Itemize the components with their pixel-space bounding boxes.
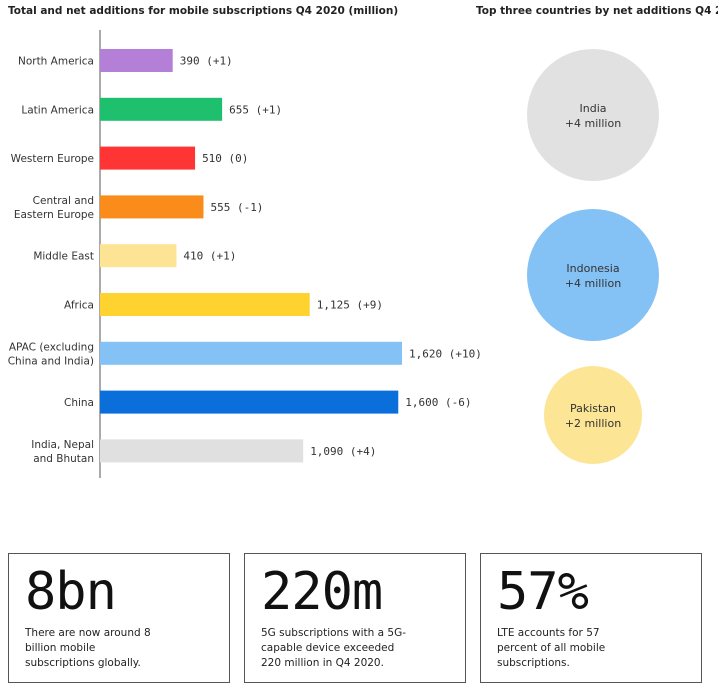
subscriptions-bar-chart: North America 390 (+1) Latin America 655 (+… xyxy=(8,30,482,478)
stat-box-subscriptions: 8bn There are now around 8 billion mobil… xyxy=(8,553,230,683)
top-countries-bubbles: India +4 million Indonesia +4 million Pakist… xyxy=(527,49,659,465)
category-label: North America xyxy=(18,56,94,68)
value-label: 410 (+1) xyxy=(183,250,236,263)
bar xyxy=(100,49,173,72)
country-value: +2 million xyxy=(565,417,621,430)
category-label: APAC (excluding China and India) xyxy=(8,341,94,367)
country-bubble xyxy=(527,49,659,181)
category-label: Central and Eastern Europe xyxy=(14,195,94,221)
stat-big-number: 220m xyxy=(261,562,383,622)
country-name: Pakistan xyxy=(570,402,616,415)
bar xyxy=(100,244,177,268)
country-bubble xyxy=(527,209,659,341)
bar xyxy=(100,390,399,414)
value-label: 655 (+1) xyxy=(229,103,282,116)
category-label: India, Nepal and Bhutan xyxy=(31,439,94,465)
stat-big-number: 8bn xyxy=(25,562,117,622)
bar xyxy=(100,146,196,170)
stat-box-lte: 57% LTE accounts for 57 percent of all m… xyxy=(480,553,702,683)
value-label: 390 (+1) xyxy=(180,55,233,68)
bar xyxy=(100,341,402,365)
country-bubble xyxy=(543,365,643,465)
bar xyxy=(100,97,223,121)
value-label: 555 (-1) xyxy=(210,201,263,214)
category-label: Middle East xyxy=(33,251,94,263)
country-value: +4 million xyxy=(565,117,621,130)
stat-description: There are now around 8 billion mobile su… xyxy=(25,627,151,669)
value-label: 510 (0) xyxy=(202,152,248,165)
bar xyxy=(100,439,304,463)
value-label: 1,620 (+10) xyxy=(409,347,482,360)
chart-title-subscriptions: Total and net additions for mobile subsc… xyxy=(8,5,399,17)
country-name: India xyxy=(580,102,607,115)
stat-description: 5G subscriptions with a 5G-capable devic… xyxy=(261,627,407,669)
category-label: Western Europe xyxy=(11,153,94,165)
stat-box-5g: 220m 5G subscriptions with a 5G-capable … xyxy=(244,553,466,683)
category-label: China xyxy=(64,397,94,409)
chart-title-top-countries: Top three countries by net additions Q4 … xyxy=(476,5,718,17)
category-label: Africa xyxy=(64,300,94,312)
category-label: Latin America xyxy=(21,104,94,116)
country-value: +4 million xyxy=(565,277,621,290)
stat-description: LTE accounts for 57 percent of all mobil… xyxy=(497,627,606,669)
value-label: 1,600 (-6) xyxy=(405,396,471,409)
country-name: Indonesia xyxy=(566,262,619,275)
value-label: 1,125 (+9) xyxy=(317,299,383,312)
bar xyxy=(100,293,310,316)
stat-big-number: 57% xyxy=(497,562,589,622)
value-label: 1,090 (+4) xyxy=(310,445,376,458)
bar xyxy=(100,195,204,219)
